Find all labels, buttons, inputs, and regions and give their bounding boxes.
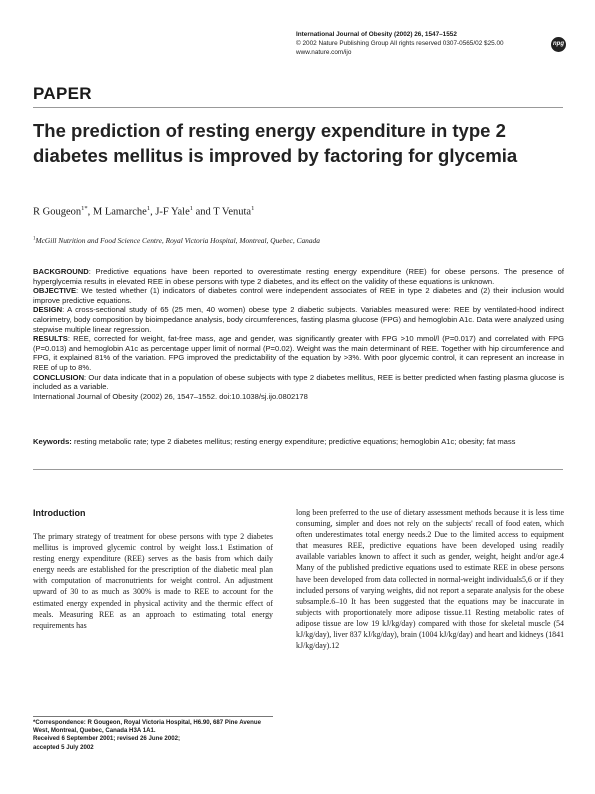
abstract-results: RESULTS: REE, corrected for weight, fat-… (33, 334, 564, 372)
section-heading-introduction: Introduction (33, 508, 86, 518)
body-column-left: The primary strategy of treatment for ob… (33, 531, 273, 631)
accepted-date: accepted 5 July 2002 (33, 743, 94, 751)
abstract-label: OBJECTIVE (33, 286, 77, 296)
author-list: R Gougeon1*, M Lamarche1, J-F Yale1 and … (33, 205, 255, 218)
abstract-text: : A cross-sectional study of 65 (25 men,… (33, 305, 564, 334)
affiliation-text: McGill Nutrition and Food Science Centre… (35, 236, 320, 245)
abstract-text: : Our data indicate that in a population… (33, 372, 564, 392)
abstract-text: : Predictive equations have been reporte… (33, 267, 564, 286)
journal-citation-line: International Journal of Obesity (2002) … (296, 31, 457, 38)
abstract-text: : REE, corrected for weight, fat-free ma… (33, 334, 564, 372)
abstract-background: BACKGROUND: Predictive equations have be… (33, 267, 564, 286)
body-paragraph: long been preferred to the use of dietar… (296, 508, 565, 651)
abstract-design: DESIGN: A cross-sectional study of 65 (2… (33, 305, 564, 334)
abstract: BACKGROUND: Predictive equations have be… (33, 267, 564, 401)
correspondence-footnote: *Correspondence: R Gougeon, Royal Victor… (33, 719, 273, 752)
author-name: J-F Yale (155, 206, 190, 218)
author-name: T Venuta (213, 206, 252, 218)
copyright-line: © 2002 Nature Publishing Group All right… (296, 40, 504, 47)
abstract-conclusion: CONCLUSION: Our data indicate that in a … (33, 373, 564, 392)
received-dates: Received 6 September 2001; revised 26 Ju… (33, 735, 181, 743)
keywords-text: resting metabolic rate; type 2 diabetes … (73, 437, 516, 446)
abstract-objective: OBJECTIVE: We tested whether (1) indicat… (33, 286, 564, 305)
affiliation: 1McGill Nutrition and Food Science Centr… (33, 236, 320, 245)
footnote-divider (33, 716, 273, 717)
divider (33, 469, 563, 470)
keywords: Keywords: resting metabolic rate; type 2… (33, 437, 564, 447)
abstract-label: BACKGROUND (33, 267, 89, 276)
correspondence-text: *Correspondence: R Gougeon, Royal Victor… (33, 719, 262, 735)
body-paragraph: The primary strategy of treatment for ob… (33, 532, 273, 630)
abstract-label: DESIGN (33, 305, 63, 315)
divider (33, 107, 563, 108)
author-affiliation-mark: 1* (81, 205, 88, 212)
section-label: PAPER (33, 84, 92, 103)
abstract-citation: International Journal of Obesity (2002) … (33, 391, 308, 401)
abstract-label: RESULTS (33, 334, 68, 344)
journal-url[interactable]: www.nature.com/ijo (296, 49, 352, 56)
affiliation-mark: 1 (33, 236, 36, 242)
author-affiliation-mark: 1 (189, 205, 193, 212)
npg-logo-icon: npg (551, 37, 566, 52)
abstract-text: : We tested whether (1) indicators of di… (33, 286, 564, 305)
author-affiliation-mark: 1 (251, 205, 255, 212)
keywords-label: Keywords: (33, 437, 72, 446)
author-name: M Lamarche (92, 206, 147, 218)
abstract-label: CONCLUSION (33, 372, 85, 382)
author-name: R Gougeon (33, 206, 82, 218)
author-affiliation-mark: 1 (146, 205, 151, 212)
journal-header: International Journal of Obesity (2002) … (296, 30, 546, 57)
body-column-right: long been preferred to the use of dietar… (296, 507, 564, 651)
article-title: The prediction of resting energy expendi… (33, 120, 518, 166)
